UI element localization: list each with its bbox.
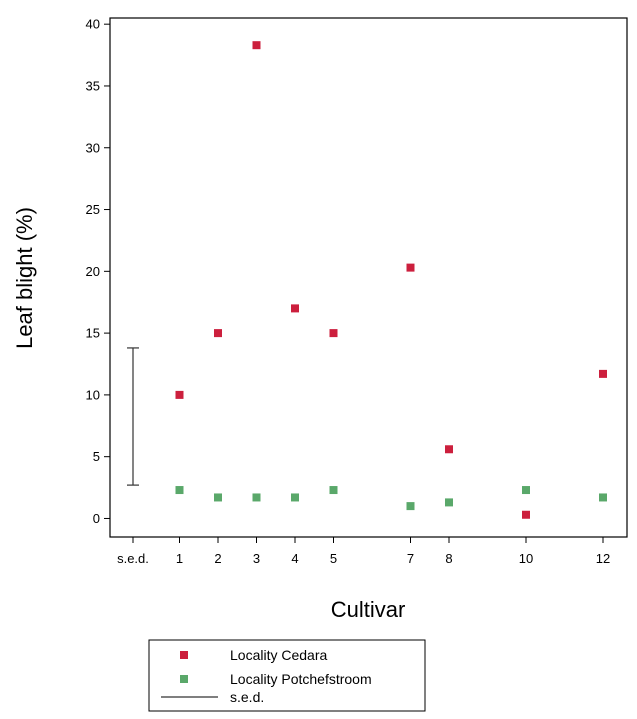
cedara-point	[445, 445, 453, 454]
potchefstroom-point	[445, 498, 453, 507]
cedara-point	[329, 329, 338, 338]
potchefstroom-point	[599, 493, 607, 502]
cedara-point	[175, 390, 184, 399]
cedara-point	[291, 304, 299, 313]
y-tick-label: 30	[86, 140, 100, 155]
legend: Locality Cedara Locality Potchefstroom s…	[148, 639, 426, 712]
sed-error-bar	[127, 347, 139, 486]
potchefstroom-point	[522, 486, 530, 495]
x-axis-title: Cultivar	[331, 597, 406, 622]
potchefstroom-point	[329, 486, 338, 495]
y-tick-label: 25	[86, 202, 100, 217]
x-tick-label: 7	[407, 551, 414, 566]
y-tick-label: 0	[93, 511, 100, 526]
y-tick-label: 40	[86, 17, 100, 32]
y-axis: 0 5 10 15 20 25 30 35 40	[86, 17, 110, 526]
potchefstroom-point	[291, 493, 299, 502]
x-tick-label: s.e.d.	[117, 551, 149, 566]
y-tick-label: 15	[86, 326, 100, 341]
cedara-point	[252, 41, 261, 50]
cedara-point	[522, 510, 530, 519]
legend-label-cedara: Locality Cedara	[230, 647, 327, 663]
cedara-point	[214, 329, 222, 338]
legend-marker-cedara	[180, 651, 188, 659]
potchefstroom-point	[406, 502, 415, 511]
y-tick-label: 20	[86, 264, 100, 279]
cedara-point	[406, 263, 415, 272]
x-tick-label: 10	[519, 551, 533, 566]
legend-label-potchefstroom: Locality Potchefstroom	[230, 671, 372, 687]
legend-marker-potchefstroom	[180, 675, 188, 683]
x-tick-label: 8	[445, 551, 452, 566]
potchefstroom-point	[252, 493, 261, 502]
x-tick-label: 1	[176, 551, 183, 566]
data-points	[175, 41, 607, 519]
x-tick-label: 4	[291, 551, 298, 566]
x-tick-label: 3	[253, 551, 260, 566]
y-tick-label: 10	[86, 387, 100, 402]
plot-area-frame	[109, 17, 628, 538]
x-tick-label: 12	[596, 551, 610, 566]
x-tick-label: 5	[330, 551, 337, 566]
cedara-point	[599, 369, 607, 378]
y-tick-label: 5	[93, 449, 100, 464]
potchefstroom-point	[175, 486, 184, 495]
potchefstroom-point	[214, 493, 222, 502]
y-tick-label: 35	[86, 78, 100, 93]
x-tick-label: 2	[214, 551, 221, 566]
legend-label-sed: s.e.d.	[230, 689, 264, 705]
y-axis-title: Leaf blight (%)	[12, 207, 37, 349]
x-axis: s.e.d. 1 2 3 4 5 7 8 10 12	[117, 537, 610, 566]
legend-box	[148, 639, 426, 712]
